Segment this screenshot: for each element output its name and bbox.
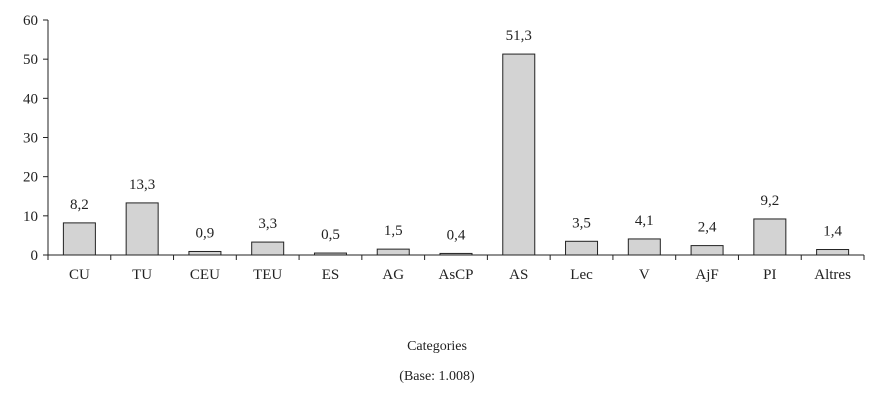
bar [565,240,599,256]
bar [439,252,473,256]
data-label: 1,5 [384,223,403,239]
bar-chart: 0 10 20 30 40 50 60 8,2 CU 13,3 TU 0,9 CEU 3,3 TEU 0,5 E… [23,13,865,283]
bar [188,250,222,256]
category-label: TEU [253,267,282,283]
y-tick-label: 30 [23,131,38,147]
data-label: 3,3 [258,216,277,232]
bar [627,238,661,256]
category-label: AS [509,267,528,283]
category-label: V [639,267,650,283]
bar [125,202,159,256]
bar [62,222,96,256]
data-label: 3,5 [572,215,591,231]
category-label: Altres [814,267,851,283]
data-label: 4,1 [635,213,654,229]
data-label: 51,3 [506,28,532,44]
data-label: 8,2 [70,197,89,213]
data-label: 13,3 [129,177,155,193]
y-tick-label: 50 [23,52,38,68]
bar [502,53,536,256]
y-tick-label: 20 [23,170,38,186]
data-label: 0,4 [447,227,466,243]
data-label: 2,4 [698,220,717,236]
y-tick-label: 0 [31,248,39,264]
bar [251,241,285,256]
base-note: (Base: 1.008) [399,369,475,384]
bar [376,248,410,256]
bar [313,252,347,256]
bar [816,249,850,256]
y-tick-label: 40 [23,91,38,107]
category-label: PI [763,267,776,283]
y-tick-label: 60 [23,13,38,29]
bar [753,218,787,256]
y-tick-label: 10 [23,209,38,225]
bar [690,245,724,256]
data-label: 0,5 [321,227,340,243]
category-label: TU [132,267,152,283]
data-label: 9,2 [760,193,779,209]
category-label: Lec [570,267,593,283]
category-label: AsCP [438,267,473,283]
category-label: CU [69,267,90,283]
category-label: ES [322,267,340,283]
category-label: AG [382,267,404,283]
x-axis-title: Categories [407,339,467,354]
data-label: 0,9 [196,225,215,241]
category-label: AjF [695,267,718,283]
data-label: 1,4 [823,224,842,240]
category-label: CEU [190,267,220,283]
